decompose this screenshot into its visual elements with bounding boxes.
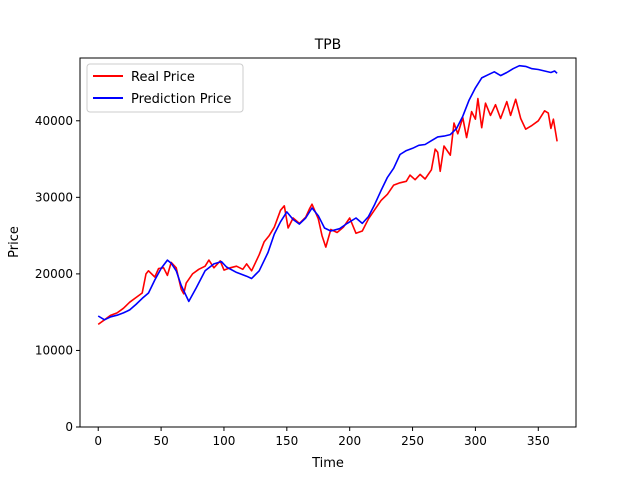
x-axis-label: Time	[311, 456, 344, 471]
x-tick-label: 350	[527, 434, 550, 448]
y-tick-label: 30000	[35, 190, 73, 204]
x-axis-ticks: 0 50 100 150 200 250 300 350	[94, 427, 550, 448]
x-tick-label: 200	[338, 434, 361, 448]
plot-lines	[97, 64, 558, 326]
series-line-prediction-price	[97, 64, 558, 321]
chart-title: TPB	[314, 37, 342, 53]
y-axis-ticks: 0 10000 20000 30000 40000	[35, 114, 80, 434]
legend: Real Price Prediction Price	[86, 63, 244, 113]
x-tick-label: 300	[464, 434, 487, 448]
series-line-real-price	[97, 97, 558, 326]
legend-box	[86, 63, 244, 113]
y-tick-label: 40000	[35, 114, 73, 128]
y-tick-label: 0	[65, 420, 73, 434]
legend-label-prediction-price: Prediction Price	[131, 92, 231, 107]
x-tick-label: 250	[401, 434, 424, 448]
y-tick-label: 20000	[35, 267, 73, 281]
y-axis-label: Price	[7, 226, 22, 258]
axes-frame	[79, 57, 577, 428]
x-tick-label: 50	[153, 434, 168, 448]
legend-label-real-price: Real Price	[131, 70, 195, 85]
x-tick-label: 0	[94, 434, 102, 448]
x-tick-label: 150	[275, 434, 298, 448]
x-tick-label: 100	[213, 434, 236, 448]
y-tick-label: 10000	[35, 343, 73, 357]
